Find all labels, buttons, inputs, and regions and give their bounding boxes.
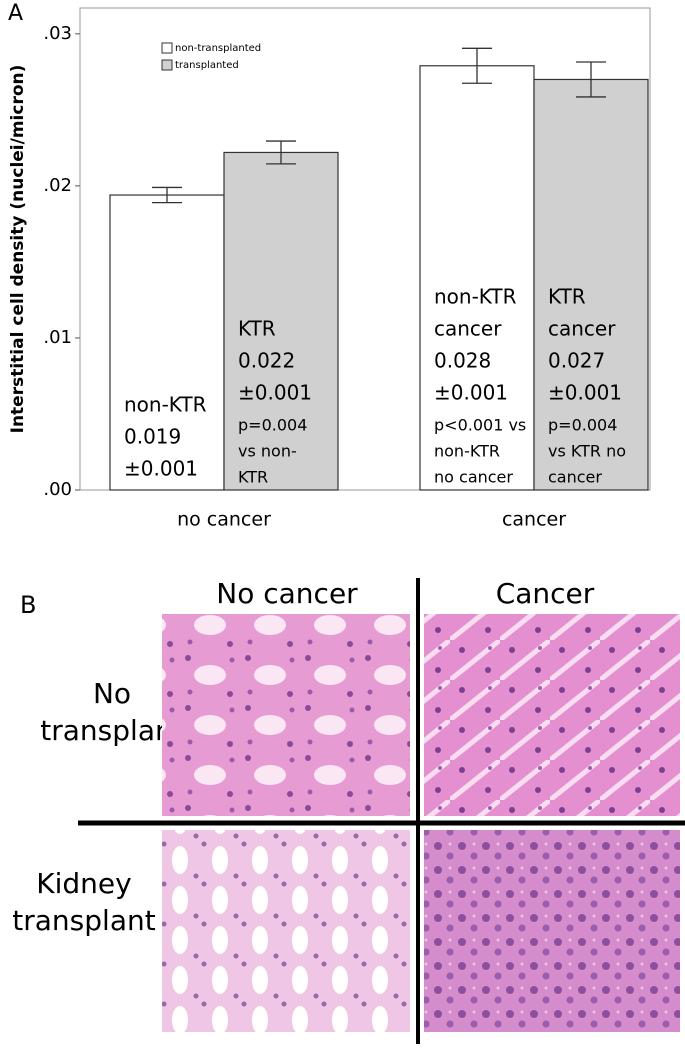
bar-label: cancer	[434, 317, 502, 341]
bar-note: vs KTR no	[548, 442, 626, 461]
bar	[533, 78, 649, 491]
bar-note: no cancer	[434, 468, 513, 487]
y-tick-label: .02	[43, 175, 72, 196]
histology-image	[162, 830, 410, 1032]
bar-note: non-KTR	[434, 442, 500, 461]
legend-label: transplanted	[175, 60, 239, 71]
panel-label: A	[8, 1, 23, 26]
bar-note: KTR	[238, 468, 268, 487]
x-tick-label: no cancer	[177, 509, 271, 531]
bar-label: 0.027	[548, 349, 605, 373]
bar-label: ±0.001	[548, 381, 622, 405]
bar-label: KTR	[238, 317, 276, 341]
row-header: Kidney	[36, 867, 131, 900]
bar-note: p=0.004	[238, 416, 307, 435]
column-header: No cancer	[216, 577, 358, 610]
histology-image	[424, 614, 680, 816]
row-header: transplant	[40, 714, 183, 747]
error-bar	[266, 140, 296, 165]
bar-label: ±0.001	[238, 381, 312, 405]
bar-note: p=0.004	[548, 416, 617, 435]
bar-note: cancer	[548, 468, 602, 487]
legend-swatch	[161, 59, 173, 71]
bar-label: cancer	[548, 317, 616, 341]
y-tick-label: .01	[43, 327, 72, 348]
plot-frame	[79, 7, 651, 491]
row-header: transplant	[12, 904, 155, 937]
error-bar	[576, 61, 606, 98]
y-tick-label: .00	[43, 479, 72, 500]
error-bar	[152, 186, 182, 204]
legend-swatch	[161, 42, 173, 54]
y-tick-label: .03	[43, 23, 72, 44]
error-bar	[462, 47, 492, 84]
bar-label: 0.028	[434, 349, 491, 373]
bar-label: 0.019	[124, 425, 181, 449]
column-header: Cancer	[496, 577, 595, 610]
bar-label: non-KTR	[124, 393, 207, 417]
histology-image	[162, 614, 410, 816]
bar-label: ±0.001	[124, 457, 198, 481]
bar-label: non-KTR	[434, 285, 517, 309]
bar-label: ±0.001	[434, 381, 508, 405]
bar-label: KTR	[548, 285, 586, 309]
bar-note: p<0.001 vs	[434, 416, 526, 435]
bar-note: vs non-	[238, 442, 297, 461]
x-tick-label: cancer	[502, 509, 566, 531]
histology-image	[424, 830, 680, 1032]
legend-label: non-transplanted	[175, 43, 261, 54]
bar-label: 0.022	[238, 349, 295, 373]
row-header: No	[93, 677, 131, 710]
bar	[419, 65, 535, 491]
panel-label: B	[20, 591, 36, 619]
y-axis-title: Interstitial cell density (nuclei/micron…	[8, 65, 28, 434]
